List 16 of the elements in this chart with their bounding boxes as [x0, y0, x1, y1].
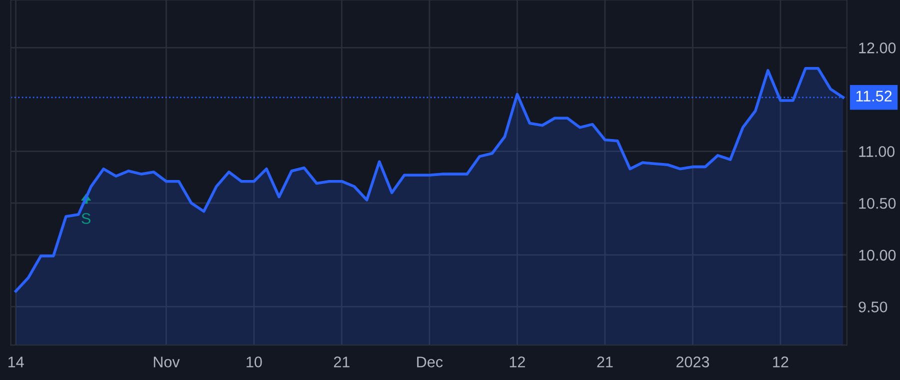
annotation: S: [82, 213, 90, 224]
x-tick-label: 14: [8, 356, 24, 368]
y-tick-label: 10.50: [859, 198, 896, 209]
x-tick-label: 21: [334, 356, 350, 368]
ref-line-label: 11.52: [856, 90, 892, 102]
x-tick-label: 12: [773, 356, 788, 368]
y-tick-label: 9.50: [858, 302, 888, 312]
x-tick-label: Dec: [417, 356, 443, 368]
y-tick-label: 10.00: [859, 250, 896, 261]
x-tick-label: 21: [597, 356, 613, 368]
x-tick-label: 2023: [676, 356, 710, 368]
y-tick-label: 11.00: [859, 146, 895, 157]
x-tick-label: Nov: [154, 356, 180, 368]
y-tick-label: 12.00: [859, 42, 896, 54]
x-tick-label: 10: [246, 356, 262, 368]
x-tick-label: 12: [510, 356, 525, 368]
